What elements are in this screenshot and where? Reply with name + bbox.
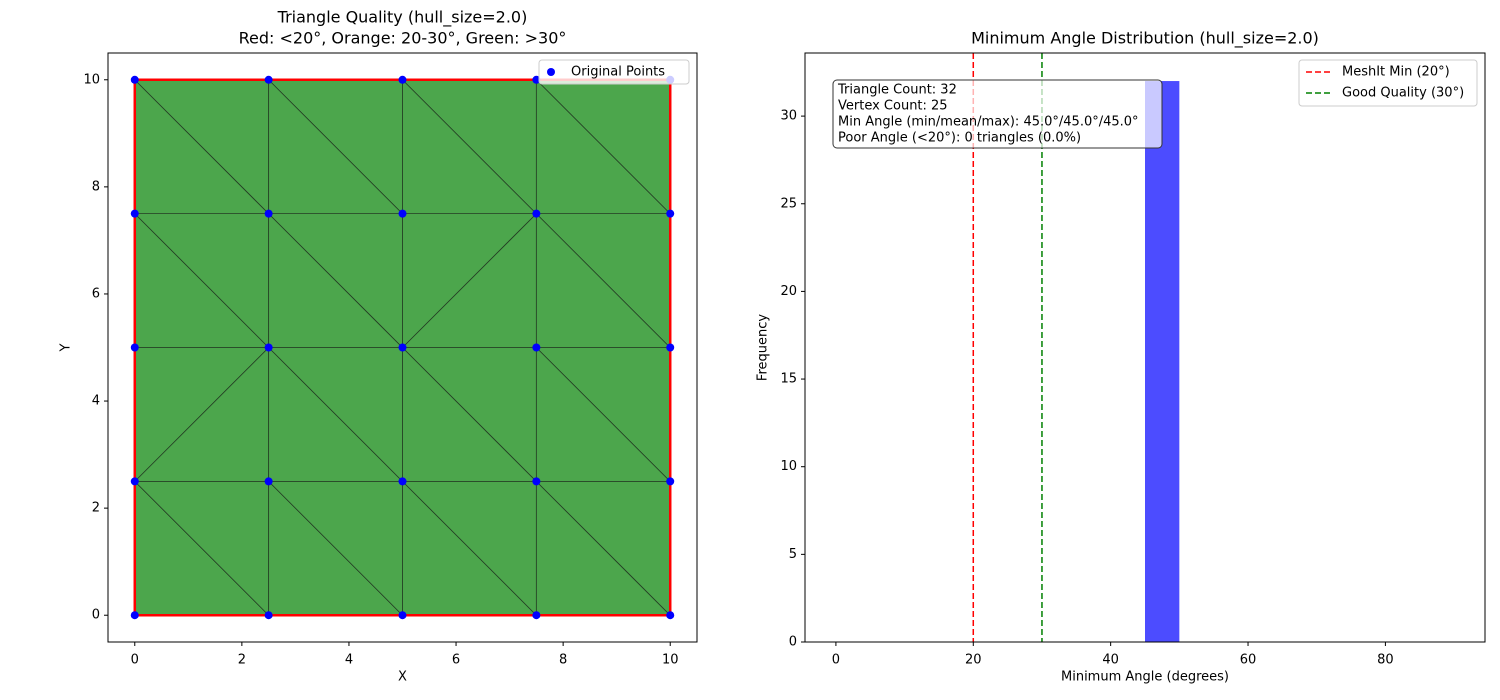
legend-label: MeshIt Min (20°) bbox=[1342, 65, 1450, 80]
point bbox=[398, 611, 407, 620]
y-tick-label: 20 bbox=[780, 284, 797, 299]
x-tick-label: 8 bbox=[559, 653, 567, 668]
y-tick-label: 6 bbox=[92, 286, 100, 301]
y-tick-label: 5 bbox=[789, 547, 797, 562]
y-tick-label: 25 bbox=[780, 196, 797, 211]
x-tick-label: 60 bbox=[1240, 653, 1257, 668]
y-tick-label: 30 bbox=[780, 109, 797, 124]
y-tick-label: 2 bbox=[92, 501, 100, 516]
y-tick-label: 4 bbox=[92, 394, 100, 409]
x-tick-label: 6 bbox=[452, 653, 460, 668]
y-axis-label: Frequency bbox=[756, 314, 771, 381]
x-tick-label: 80 bbox=[1377, 653, 1394, 668]
x-tick-label: 0 bbox=[832, 653, 840, 668]
point bbox=[532, 209, 541, 218]
point bbox=[532, 75, 541, 84]
annotation-line: Vertex Count: 25 bbox=[838, 99, 948, 114]
chart-subtitle: Red: <20°, Orange: 20-30°, Green: >30° bbox=[239, 29, 567, 48]
bar bbox=[1145, 81, 1180, 643]
y-tick-label: 0 bbox=[789, 635, 797, 650]
point bbox=[398, 477, 407, 486]
chart-title: Triangle Quality (hull_size=2.0) bbox=[277, 8, 528, 28]
annotation-box bbox=[832, 79, 1163, 149]
point bbox=[130, 611, 139, 620]
point bbox=[264, 611, 273, 620]
y-axis-label: Y bbox=[59, 343, 74, 352]
legend-label: Original Points bbox=[571, 65, 665, 80]
point bbox=[666, 343, 675, 352]
point bbox=[264, 209, 273, 218]
point bbox=[130, 209, 139, 218]
x-axis-label: X bbox=[398, 670, 407, 685]
y-tick-label: 0 bbox=[92, 608, 100, 623]
annotation-line: Min Angle (min/mean/max): 45.0°/45.0°/45… bbox=[838, 115, 1139, 130]
point bbox=[264, 343, 273, 352]
y-tick-label: 10 bbox=[83, 72, 100, 87]
point bbox=[264, 75, 273, 84]
point bbox=[398, 75, 407, 84]
x-tick-label: 10 bbox=[662, 653, 679, 668]
annotation-line: Triangle Count: 32 bbox=[837, 83, 957, 98]
point bbox=[666, 477, 675, 486]
plot-frame bbox=[107, 52, 698, 643]
y-tick-label: 15 bbox=[780, 372, 797, 387]
x-tick-label: 20 bbox=[965, 653, 982, 668]
point bbox=[666, 611, 675, 620]
point bbox=[398, 209, 407, 218]
annotation-line: Poor Angle (<20°): 0 triangles (0.0%) bbox=[838, 131, 1081, 146]
chart-title: Minimum Angle Distribution (hull_size=2.… bbox=[971, 29, 1319, 49]
x-tick-label: 2 bbox=[238, 653, 246, 668]
legend-label: Good Quality (30°) bbox=[1342, 86, 1464, 101]
y-tick-label: 10 bbox=[780, 459, 797, 474]
point bbox=[532, 343, 541, 352]
x-tick-label: 0 bbox=[131, 653, 139, 668]
legend-box bbox=[538, 59, 690, 85]
x-tick-label: 40 bbox=[1102, 653, 1119, 668]
point bbox=[130, 343, 139, 352]
y-tick-label: 8 bbox=[92, 179, 100, 194]
point bbox=[398, 343, 407, 352]
point bbox=[130, 75, 139, 84]
point bbox=[532, 611, 541, 620]
plot-frame bbox=[804, 52, 1486, 643]
x-axis-label: Minimum Angle (degrees) bbox=[1061, 670, 1229, 685]
point bbox=[264, 477, 273, 486]
legend-box bbox=[1298, 59, 1478, 107]
point bbox=[130, 477, 139, 486]
point bbox=[532, 477, 541, 486]
point bbox=[666, 209, 675, 218]
legend-marker bbox=[547, 68, 555, 76]
x-tick-label: 4 bbox=[345, 653, 353, 668]
